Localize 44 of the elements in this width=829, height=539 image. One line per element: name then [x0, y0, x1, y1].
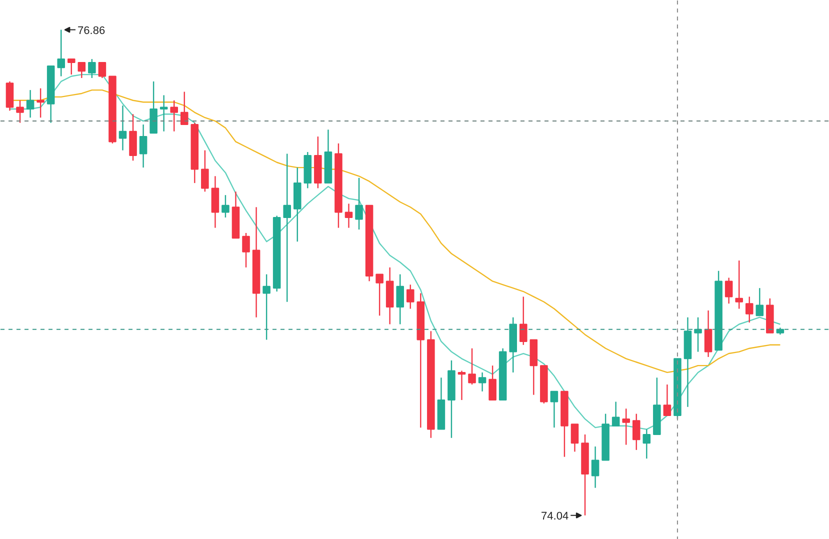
candlestick	[283, 153, 291, 302]
candlestick	[570, 424, 579, 452]
candlestick	[242, 232, 250, 268]
annotation: 74.04	[541, 510, 569, 522]
candlestick	[26, 89, 34, 118]
candlestick	[344, 203, 353, 228]
candlestick	[406, 284, 414, 310]
candlestick	[98, 62, 106, 79]
candlestick	[36, 88, 44, 118]
candlestick	[139, 124, 148, 168]
candlestick	[550, 390, 558, 428]
candlestick	[642, 428, 651, 460]
candlestick	[735, 260, 743, 310]
candlestick	[663, 384, 672, 416]
candlestick	[67, 58, 76, 76]
candlestick	[160, 94, 168, 132]
candlestick	[458, 370, 466, 401]
candlestick	[756, 287, 764, 316]
candlestick	[376, 274, 384, 316]
candlestick	[468, 348, 476, 386]
candlestick	[704, 310, 712, 358]
candlestick	[180, 91, 188, 126]
candlestick	[612, 401, 620, 426]
candlestick	[591, 446, 600, 488]
candlestick	[118, 104, 127, 151]
candlestick	[16, 100, 24, 124]
candlestick	[170, 100, 178, 132]
candlestick	[478, 372, 486, 392]
candlestick	[88, 58, 96, 79]
candlestick	[632, 413, 640, 451]
candlestick	[262, 274, 270, 340]
candlestick	[694, 316, 702, 352]
candlestick	[724, 277, 733, 304]
annotation: 76.86	[78, 24, 106, 37]
candlestick	[745, 296, 754, 324]
candlestick	[57, 29, 65, 77]
candlestick	[396, 274, 404, 325]
candlestick	[488, 364, 496, 401]
candlestick	[222, 194, 230, 218]
candlestick	[201, 150, 209, 192]
candlestick	[78, 62, 86, 79]
candlestick	[622, 408, 630, 446]
candlestick	[355, 177, 363, 230]
candlestick	[519, 296, 528, 346]
